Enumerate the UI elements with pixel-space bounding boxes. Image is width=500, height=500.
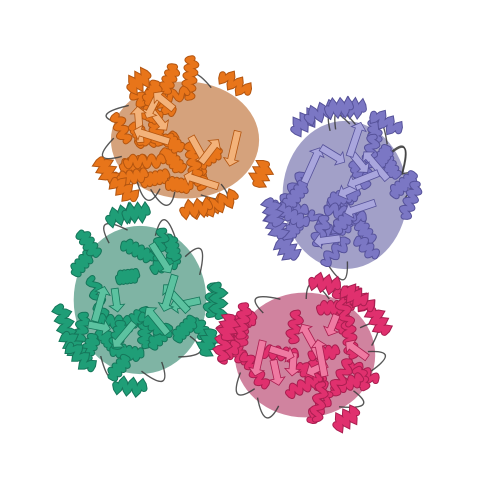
subunit-orange	[91, 55, 275, 221]
subunit-blue	[259, 95, 423, 281]
subunit-pink	[212, 271, 394, 434]
subunit-green	[51, 200, 229, 398]
